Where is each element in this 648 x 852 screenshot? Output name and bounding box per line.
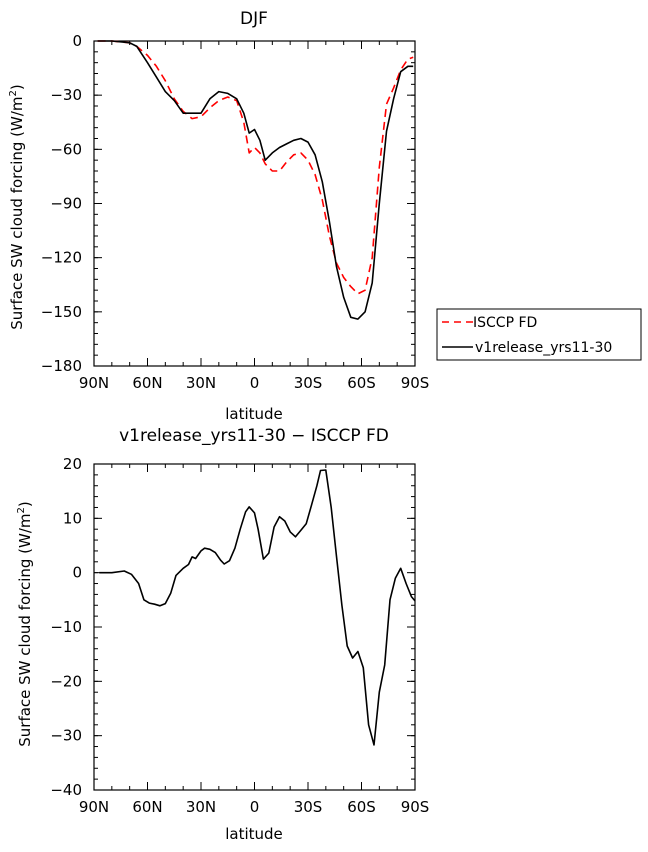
plot-frame: [93, 40, 416, 367]
y-tick-label: 10: [63, 509, 82, 527]
y-tick-label: 0: [72, 564, 82, 582]
y-tick-label: 0: [72, 32, 82, 50]
y-tick-label: −90: [50, 195, 82, 213]
series-layer: [99, 469, 416, 746]
y-tick-label: −180: [41, 357, 82, 375]
legend-label-isccp-fd: ISCCP FD: [473, 315, 537, 331]
chart-title: v1release_yrs11-30 − ISCCP FD: [119, 426, 389, 446]
legend-label-v1release: v1release_yrs11-30: [475, 340, 612, 356]
chart-title: DJF: [240, 9, 268, 29]
x-tick-label: 30N: [186, 798, 216, 816]
series-layer: [97, 40, 414, 320]
x-tick-label: 30N: [186, 374, 216, 392]
x-tick-label: 30S: [294, 374, 323, 392]
x-tick-label: 0: [250, 798, 260, 816]
x-tick-label: 90N: [79, 374, 109, 392]
x-tick-label: 60N: [132, 374, 162, 392]
legend-box: [436, 308, 642, 361]
x-tick-label: 60N: [132, 798, 162, 816]
panel-djf: DJF 90N 60N 30N 0 30S 60S 90S 0 −30 −60 −90 −120 −15…: [8, 9, 429, 423]
x-axis-label: latitude: [225, 405, 283, 423]
x-tick-label: 90S: [401, 374, 430, 392]
y-axis-label: Surface SW cloud forcing (W/m2): [16, 501, 34, 747]
y-tick-label: −20: [50, 672, 82, 690]
series-line-v1release-yrs11-30: [97, 40, 414, 320]
x-tick-label: 0: [250, 374, 260, 392]
y-tick-label: −30: [50, 86, 82, 104]
x-tick-label: 60S: [347, 374, 376, 392]
y-tick-label: −10: [50, 618, 82, 636]
legend: ISCCP FD v1release_yrs11-30: [436, 308, 642, 361]
x-tick-label: 90S: [401, 798, 430, 816]
y-tick-label: −40: [50, 781, 82, 799]
y-tick-label: −30: [50, 727, 82, 745]
x-tick-label: 60S: [347, 798, 376, 816]
x-tick-label: 30S: [294, 798, 323, 816]
x-axis-label: latitude: [225, 825, 283, 843]
axes-frame: 90N 60N 30N 0 30S 60S 90S 20 10 0 −10 −20 −30 −40: [50, 455, 429, 816]
panel-difference: v1release_yrs11-30 − ISCCP FD 90N 60N 30N 0…: [16, 426, 429, 843]
y-tick-label: 20: [63, 455, 82, 473]
x-tick-label: 90N: [79, 798, 109, 816]
y-tick-label: −60: [50, 140, 82, 158]
series-line-isccp-fd: [97, 40, 414, 295]
y-tick-label: −150: [41, 303, 82, 321]
axes-frame: 90N 60N 30N 0 30S 60S 90S 0 −30 −60 −90 −120 −150 −18…: [41, 32, 430, 392]
series-line-v1release-yrs11-30-isccp-fd: [99, 469, 416, 746]
y-tick-label: −120: [41, 249, 82, 267]
y-axis-label: Surface SW cloud forcing (W/m2): [8, 84, 26, 330]
